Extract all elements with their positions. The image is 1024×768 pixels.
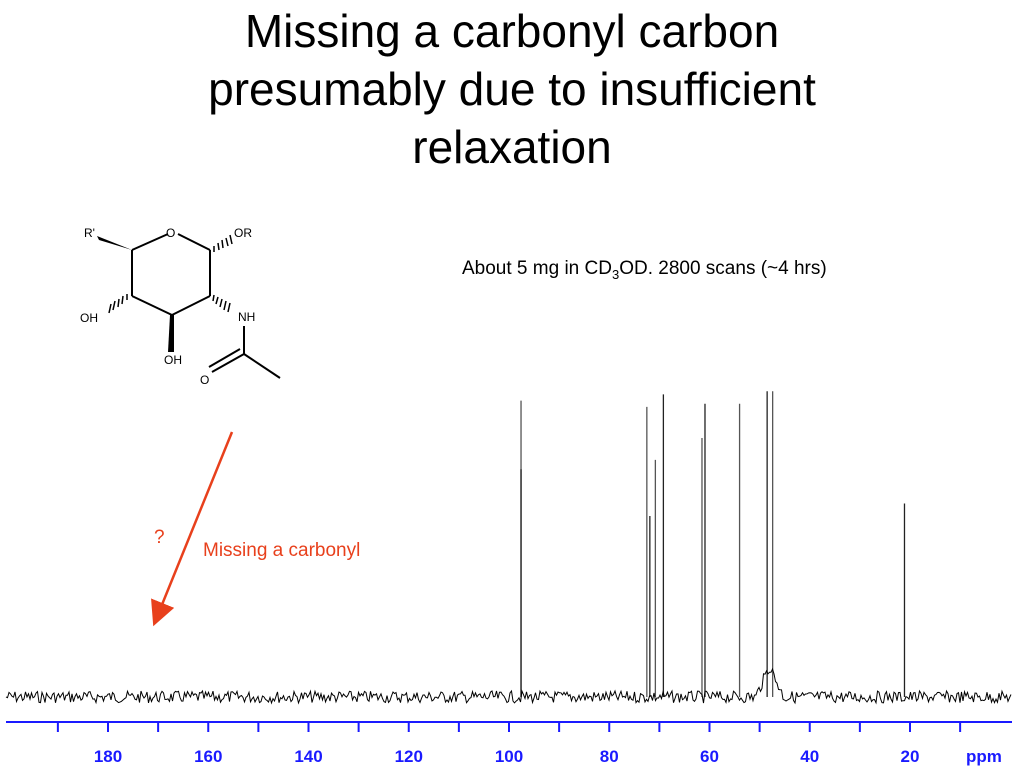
bond-c2-c3 bbox=[171, 295, 211, 316]
label-ring-o: O bbox=[166, 226, 175, 240]
tick-label-120: 120 bbox=[395, 747, 423, 766]
hash-c4-oh bbox=[108, 294, 128, 314]
bond-co-ch3 bbox=[243, 353, 281, 379]
x-axis-ticks: 180 160 140 120 100 80 60 40 20 bbox=[56, 722, 962, 766]
tick-label-180: 180 bbox=[94, 747, 122, 766]
x-axis-label: ppm bbox=[966, 747, 1002, 766]
wedge-c5-r bbox=[97, 236, 132, 250]
tick-label-160: 160 bbox=[194, 747, 222, 766]
tick-label-140: 140 bbox=[294, 747, 322, 766]
tick-label-100: 100 bbox=[495, 747, 523, 766]
peaks-group bbox=[520, 391, 906, 697]
sample-info: About 5 mg in CD3OD. 2800 scans (~4 hrs) bbox=[462, 258, 827, 282]
title-line-3: relaxation bbox=[412, 121, 612, 173]
label-oh-left: OH bbox=[80, 311, 98, 325]
label-r-prime: R' bbox=[84, 226, 95, 240]
tick-label-20: 20 bbox=[901, 747, 920, 766]
baseline-noise bbox=[5, 667, 1012, 705]
sample-subscript: 3 bbox=[611, 266, 620, 282]
bond-c5-o bbox=[131, 233, 169, 251]
tick-label-60: 60 bbox=[700, 747, 719, 766]
label-oh-bottom: OH bbox=[164, 353, 182, 367]
wedge-c3-oh bbox=[168, 315, 174, 352]
sample-text-post: OD. 2800 scans (~4 hrs) bbox=[619, 258, 827, 279]
label-or: OR bbox=[234, 226, 252, 240]
question-mark: ? bbox=[154, 527, 165, 548]
bond-c3-c4 bbox=[131, 295, 173, 316]
tick-label-80: 80 bbox=[600, 747, 619, 766]
title-line-1: Missing a carbonyl carbon bbox=[244, 5, 780, 57]
sample-text-pre: About 5 mg in CD bbox=[462, 258, 612, 279]
missing-carbonyl-label: Missing a carbonyl bbox=[203, 540, 361, 561]
bond-c-o-double-1 bbox=[211, 353, 245, 373]
tick-label-40: 40 bbox=[800, 747, 819, 766]
hash-c1-or bbox=[213, 234, 233, 252]
label-carbonyl-o: O bbox=[200, 373, 209, 387]
title-line-2: presumably due to insufficient bbox=[208, 63, 816, 115]
bond-c-o-double-2 bbox=[208, 348, 241, 368]
slide-title: Missing a carbonyl carbon presumably due… bbox=[0, 2, 1024, 176]
hash-c2-nh bbox=[212, 294, 231, 313]
label-nh: NH bbox=[238, 310, 255, 324]
glcnac-structure: R' O OR OH OH NH O bbox=[80, 226, 281, 387]
bond-o-c1 bbox=[177, 233, 211, 251]
